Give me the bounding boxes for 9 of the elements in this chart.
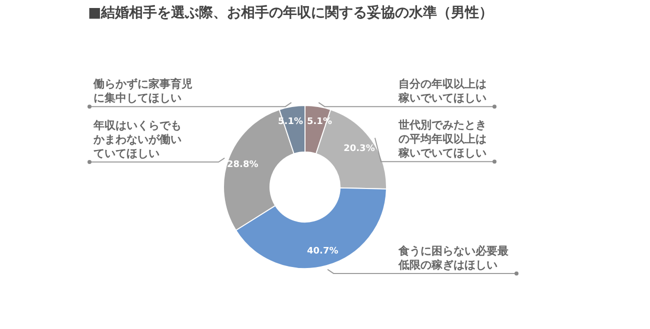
slice-label: 世代別でみたときの平均年収以上は稼いでいてほしい (398, 118, 486, 160)
data-label: 40.7% (307, 246, 338, 256)
data-label: 28.8% (227, 160, 258, 170)
slice-label: 働らかずに家事育児に集中してほしい (92, 78, 192, 105)
slice-label: 年収はいくらでもかまわないが働いていてほしい (92, 119, 182, 160)
chart-title: ■結婚相手を選ぶ際、お相手の年収に関する妥協の水準（男性） (88, 4, 494, 22)
data-label: 20.3% (344, 144, 375, 154)
slice-label: 食うに困らない必要最低限の稼ぎはほしい (398, 244, 508, 272)
slice-label: 自分の年収以上は稼いでいてほしい (398, 78, 486, 105)
